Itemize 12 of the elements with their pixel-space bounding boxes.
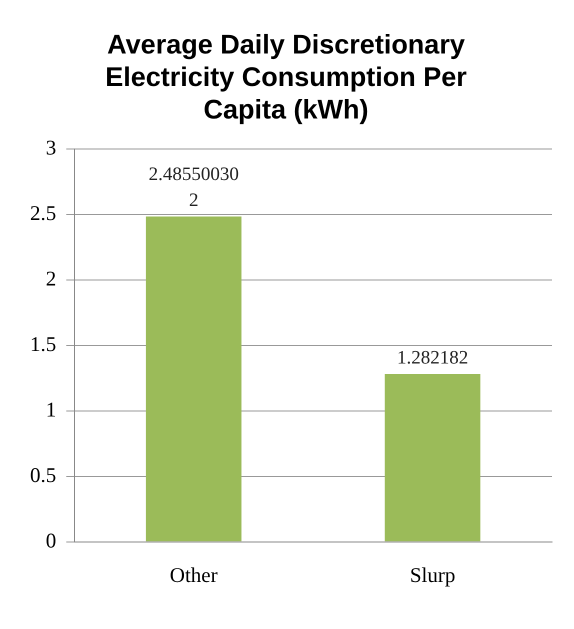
data-label: 1.282182 xyxy=(396,347,468,368)
y-tick-label: 2 xyxy=(46,266,56,291)
y-tick-label: 1 xyxy=(46,397,56,422)
y-tick-label: 2.5 xyxy=(30,201,56,226)
data-label: 2.48550030 2 xyxy=(148,164,239,212)
chart-title: Average Daily Discretionary Electricity Consumption Per Capita (kWh) xyxy=(105,30,468,124)
y-tick-label: 0 xyxy=(46,528,56,552)
y-tick-label: 3 xyxy=(46,136,56,160)
x-tick-label: Slurp xyxy=(410,562,456,587)
y-tick-label: 0.5 xyxy=(30,462,56,487)
y-tick-label: 1.5 xyxy=(30,332,56,356)
x-tick-label: Other xyxy=(170,562,218,587)
